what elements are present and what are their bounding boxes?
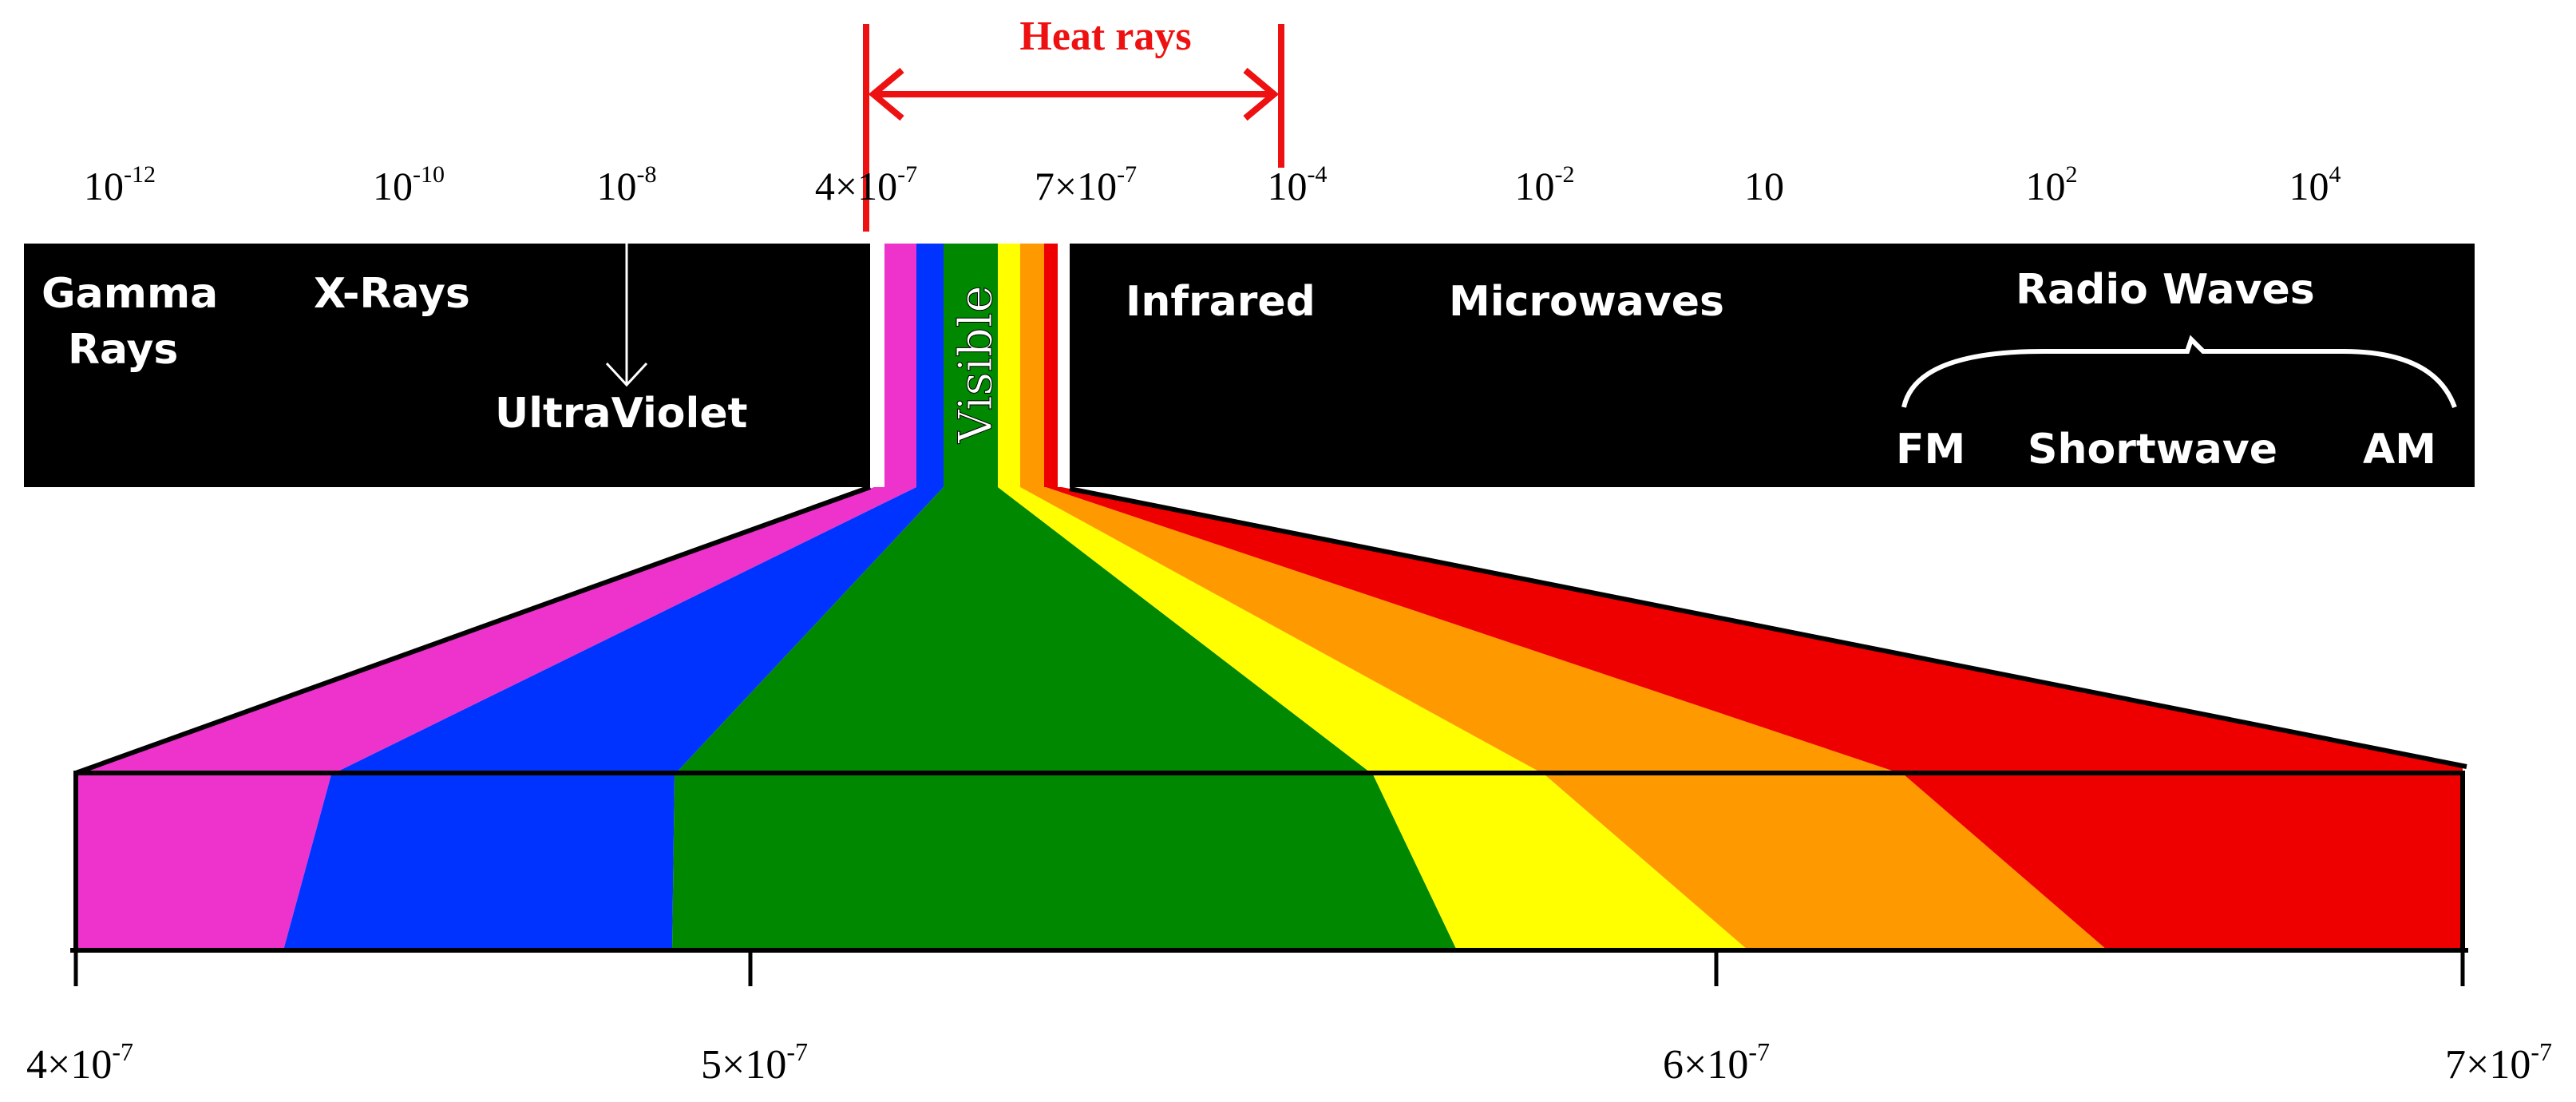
band-violet <box>884 244 916 487</box>
spectrum-band <box>24 232 2475 487</box>
bottom-tick-label: 6×10-7 <box>1663 1037 1770 1088</box>
fan-orange <box>1020 487 2107 950</box>
top-tick-label: 7×10-7 <box>1035 161 1137 208</box>
top-tick-label: 10-8 <box>597 161 657 208</box>
band-orange <box>1020 244 1044 487</box>
shortwave-label: Shortwave <box>2028 426 2277 474</box>
bottom-axis-labels: 4×10-7 5×10-7 6×10-7 7×10-7 <box>26 1037 2552 1088</box>
visible-label: Visible <box>948 285 1003 444</box>
gamma-label: Gamma <box>42 270 218 318</box>
fm-label: FM <box>1896 426 1965 474</box>
ultraviolet-label: UltraViolet <box>495 390 747 438</box>
gamma-rays-label: Rays <box>68 326 178 374</box>
top-tick-label: 10-2 <box>1515 161 1575 208</box>
top-tick-label: 104 <box>2289 161 2341 208</box>
top-tick-label: 10 <box>1744 164 1784 208</box>
radio-waves-brace <box>1901 335 2457 409</box>
fan-yellow <box>998 487 1748 950</box>
band-red <box>1044 244 1058 487</box>
top-tick-label: 10-12 <box>84 161 156 208</box>
infrared-label: Infrared <box>1126 278 1316 326</box>
heat-rays-label: Heat rays <box>1019 14 1191 59</box>
xrays-label: X-Rays <box>314 270 470 318</box>
heat-rays-bracket: Heat rays <box>863 14 1284 232</box>
microwaves-label: Microwaves <box>1449 278 1724 326</box>
bottom-tick-label: 4×10-7 <box>26 1037 133 1088</box>
fan-green <box>672 487 1457 950</box>
top-tick-label: 10-10 <box>373 161 445 208</box>
am-label: AM <box>2363 426 2436 474</box>
bottom-axis <box>70 948 2468 986</box>
top-scale: 10-12 10-10 10-8 4×10-7 7×10-7 10-4 10-2… <box>84 161 2341 208</box>
band-right <box>1070 244 2475 487</box>
fan-violet <box>76 487 916 950</box>
visible-expansion <box>73 485 2467 953</box>
bottom-tick-label: 7×10-7 <box>2445 1037 2552 1088</box>
fan-blue <box>283 487 944 950</box>
band-labels: Gamma Rays X-Rays UltraViolet Infrared M… <box>42 266 2436 474</box>
band-yellow <box>998 244 1020 487</box>
fan-red <box>1046 487 2463 950</box>
top-tick-label: 4×10-7 <box>815 161 917 208</box>
bottom-tick-label: 5×10-7 <box>701 1037 808 1088</box>
radio-waves-label: Radio Waves <box>2016 266 2315 314</box>
band-green <box>944 244 998 487</box>
band-left <box>24 244 870 487</box>
top-tick-label: 10-4 <box>1268 161 1328 208</box>
top-tick-label: 102 <box>2026 161 2078 208</box>
band-blue <box>916 244 944 487</box>
